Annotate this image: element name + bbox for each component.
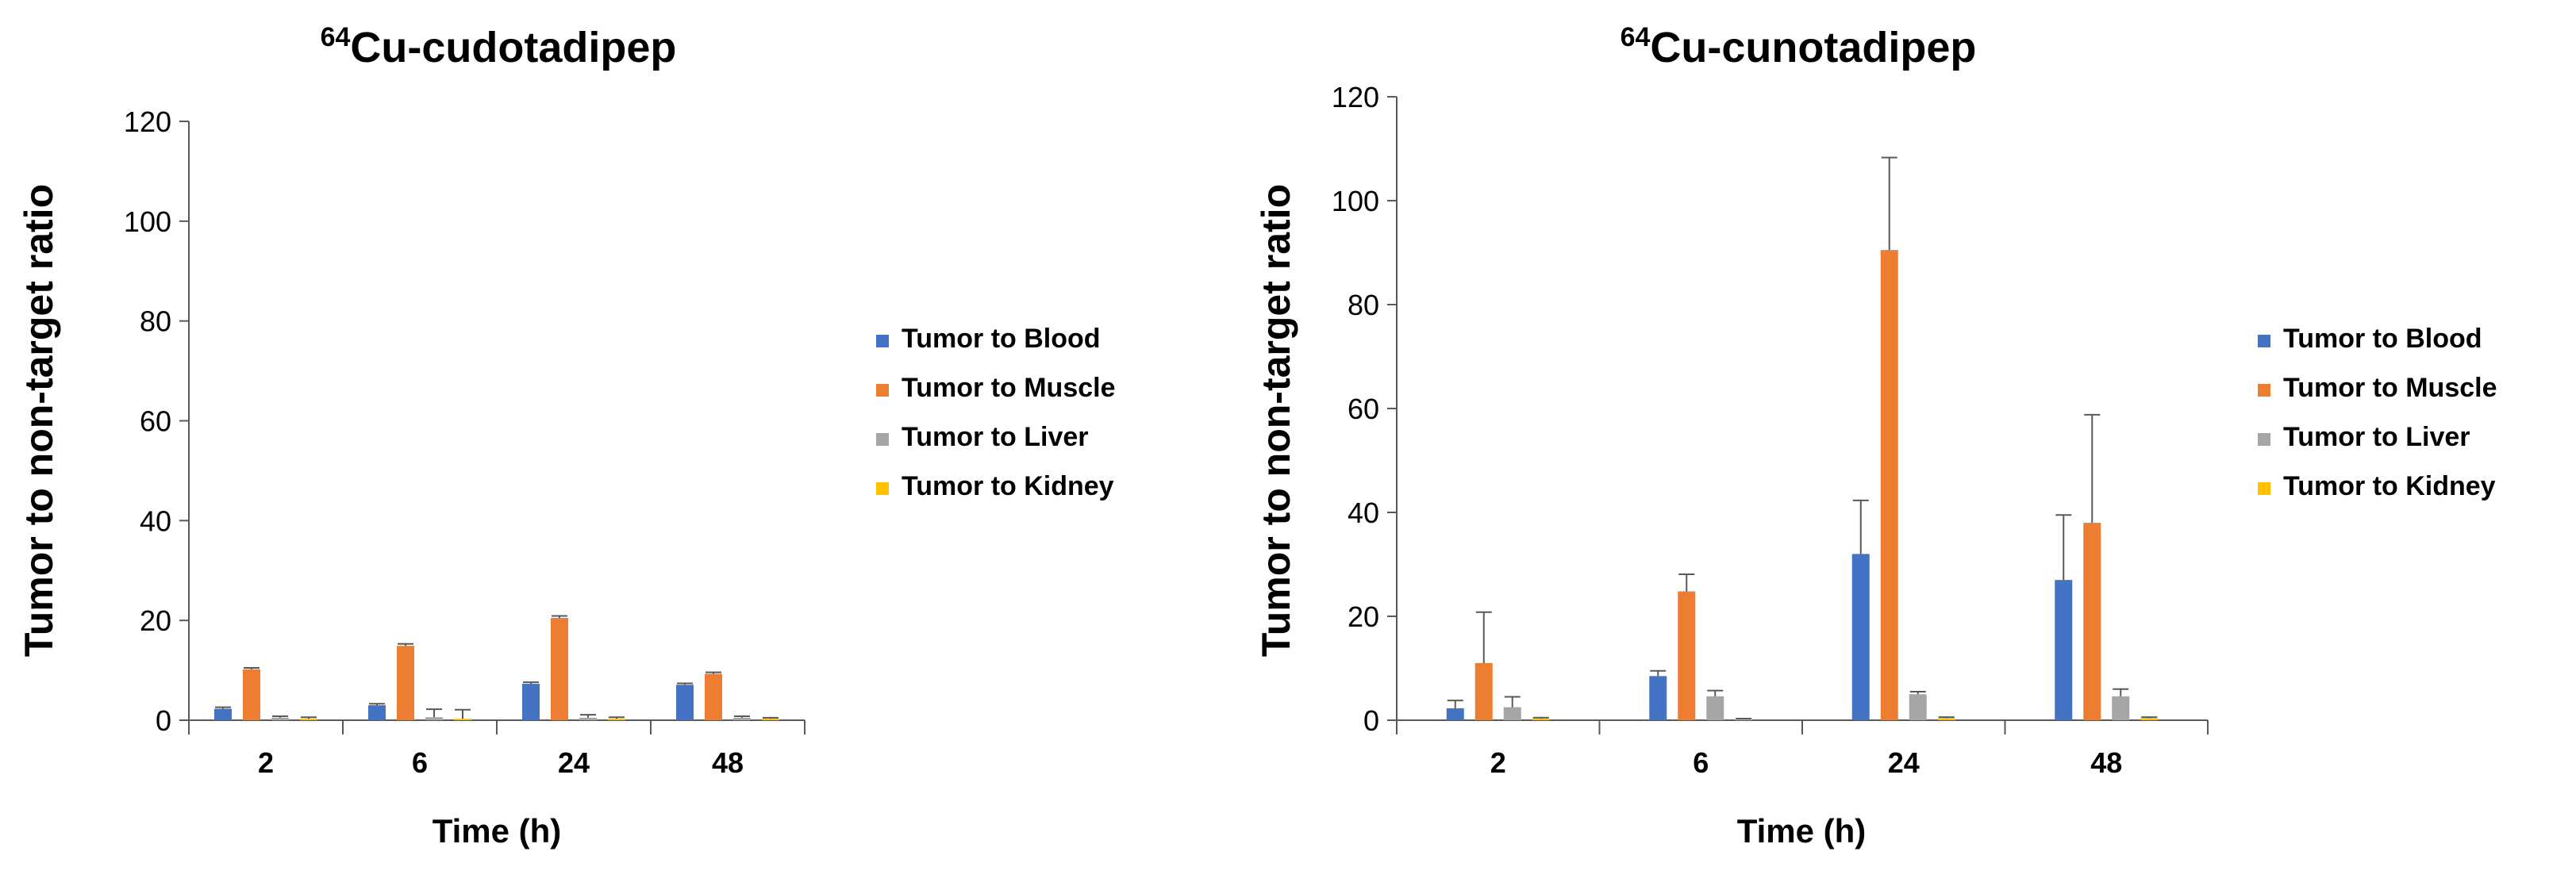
x-tick-label: 2 xyxy=(258,746,274,779)
bar-tumor-to-muscle-24 xyxy=(551,618,568,720)
legend-label: Tumor to Blood xyxy=(902,324,1101,354)
bar-tumor-to-liver-2 xyxy=(271,717,289,720)
bar-tumor-to-blood-6 xyxy=(368,705,386,720)
bar-tumor-to-kidney-48 xyxy=(2140,718,2159,720)
bar-tumor-to-kidney-6 xyxy=(454,719,471,720)
bar-tumor-to-blood-48 xyxy=(2055,580,2073,720)
legend-label: Tumor to Kidney xyxy=(2283,471,2496,501)
y-tick-label: 40 xyxy=(140,504,171,537)
y-tick-label: 120 xyxy=(1332,81,1379,113)
chart-title: 64Cu-cudotadipep xyxy=(321,22,677,71)
bar-tumor-to-muscle-48 xyxy=(2083,523,2101,720)
bar-tumor-to-kidney-2 xyxy=(1532,719,1550,720)
bar-tumor-to-kidney-48 xyxy=(762,719,779,720)
bar-tumor-to-kidney-24 xyxy=(608,719,625,720)
y-tick-label: 20 xyxy=(140,604,171,637)
x-tick-label: 2 xyxy=(1490,746,1506,779)
bar-tumor-to-blood-48 xyxy=(676,685,694,720)
legend-label: Tumor to Kidney xyxy=(902,471,1114,501)
title-main: Cu-cunotadipep xyxy=(1650,24,1976,71)
chart-1: 64Cu-cudotadipep Tumor to non-target rati… xyxy=(17,22,1116,850)
y-tick-label: 80 xyxy=(140,305,171,338)
bar-tumor-to-blood-24 xyxy=(522,684,540,720)
y-tick-label: 60 xyxy=(1348,393,1379,425)
legend-label: Tumor to Muscle xyxy=(902,373,1116,403)
y-tick-label: 0 xyxy=(1363,704,1379,737)
legend-swatch xyxy=(2258,482,2270,495)
bar-tumor-to-liver-24 xyxy=(579,717,597,720)
bar-tumor-to-blood-2 xyxy=(1446,708,1464,720)
legend-swatch xyxy=(2258,384,2270,397)
title-superscript: 64 xyxy=(321,22,351,52)
x-tick-label: 6 xyxy=(1693,746,1709,779)
legend-swatch xyxy=(876,433,889,446)
bar-tumor-to-muscle-2 xyxy=(1474,662,1493,720)
bar-tumor-to-kidney-2 xyxy=(300,719,317,720)
y-tick-label: 100 xyxy=(1332,185,1379,217)
chart-title: 64Cu-cunotadipep xyxy=(1621,22,1977,71)
bar-tumor-to-blood-2 xyxy=(214,708,232,720)
legend-label: Tumor to Blood xyxy=(2283,324,2482,354)
legend-swatch xyxy=(2258,433,2270,446)
y-tick-label: 20 xyxy=(1348,600,1379,633)
x-tick-label: 24 xyxy=(1888,746,1920,779)
x-axis-label: Time (h) xyxy=(1737,812,1867,850)
x-tick-label: 24 xyxy=(558,746,590,779)
bar-tumor-to-kidney-24 xyxy=(1937,718,1955,720)
bar-tumor-to-liver-48 xyxy=(733,717,751,720)
bar-tumor-to-kidney-6 xyxy=(1735,719,1753,720)
y-tick-label: 80 xyxy=(1348,289,1379,321)
bar-tumor-to-muscle-6 xyxy=(1678,591,1696,720)
y-axis-label: Tumor to non-target ratio xyxy=(1254,184,1298,657)
legend-label: Tumor to Liver xyxy=(902,422,1089,452)
legend-swatch xyxy=(876,384,889,397)
x-tick-label: 48 xyxy=(712,746,744,779)
y-tick-label: 100 xyxy=(124,205,171,238)
legend-label: Tumor to Liver xyxy=(2283,422,2470,452)
y-axis-label: Tumor to non-target ratio xyxy=(17,184,61,657)
legend-label: Tumor to Muscle xyxy=(2283,373,2497,403)
bar-tumor-to-blood-24 xyxy=(1851,554,1870,720)
bar-tumor-to-liver-2 xyxy=(1503,707,1521,720)
legend-swatch xyxy=(876,482,889,495)
x-tick-label: 48 xyxy=(2090,746,2122,779)
bar-tumor-to-liver-48 xyxy=(2112,696,2130,720)
bar-tumor-to-muscle-24 xyxy=(1880,250,1898,721)
y-tick-label: 0 xyxy=(156,704,171,737)
x-tick-label: 6 xyxy=(412,746,428,779)
bar-tumor-to-muscle-6 xyxy=(397,646,414,720)
x-axis-label: Time (h) xyxy=(433,812,562,850)
y-tick-label: 40 xyxy=(1348,497,1379,529)
legend-swatch xyxy=(2258,335,2270,347)
bar-tumor-to-liver-24 xyxy=(1909,694,1927,720)
chart-2: 64Cu-cunotadipep Tumor to non-target rati… xyxy=(1254,22,2497,850)
y-tick-label: 60 xyxy=(140,405,171,438)
title-main: Cu-cudotadipep xyxy=(350,24,676,71)
bar-tumor-to-blood-6 xyxy=(1649,676,1667,720)
legend-swatch xyxy=(876,335,889,347)
bar-tumor-to-muscle-2 xyxy=(243,669,260,720)
y-tick-label: 120 xyxy=(124,105,171,138)
title-superscript: 64 xyxy=(1621,22,1651,52)
bar-tumor-to-liver-6 xyxy=(425,717,443,720)
bar-tumor-to-muscle-48 xyxy=(705,673,722,720)
bar-tumor-to-liver-6 xyxy=(1706,696,1724,720)
